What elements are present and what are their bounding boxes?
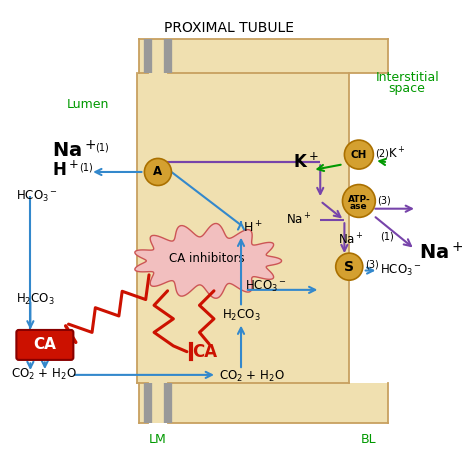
Text: H$_2$CO$_3$: H$_2$CO$_3$: [222, 308, 260, 323]
Text: ATP-: ATP-: [348, 195, 370, 203]
Text: CO$_2$ + H$_2$O: CO$_2$ + H$_2$O: [11, 367, 77, 383]
Text: CO$_2$ + H$_2$O: CO$_2$ + H$_2$O: [219, 369, 284, 384]
Bar: [138, 383, 388, 423]
Text: Na$^+$: Na$^+$: [52, 140, 96, 161]
Text: PROXIMAL TUBULE: PROXIMAL TUBULE: [164, 21, 294, 35]
Text: K$^+$: K$^+$: [293, 153, 319, 172]
Bar: [137, 74, 349, 383]
Circle shape: [336, 253, 363, 280]
Text: HCO$_3$$^-$: HCO$_3$$^-$: [245, 278, 287, 293]
Circle shape: [145, 159, 171, 186]
Text: H$_2$CO$_3$: H$_2$CO$_3$: [16, 292, 55, 307]
Text: CA: CA: [33, 337, 57, 352]
Text: (2): (2): [375, 149, 389, 159]
Text: (3): (3): [365, 260, 378, 270]
Text: H$^+$: H$^+$: [52, 160, 79, 180]
Text: (1): (1): [95, 143, 109, 153]
Text: (1): (1): [380, 232, 394, 242]
Text: space: space: [389, 82, 426, 96]
Text: HCO$_3$$^-$: HCO$_3$$^-$: [380, 263, 422, 278]
Circle shape: [344, 140, 374, 169]
Circle shape: [342, 185, 375, 218]
Text: K$^+$: K$^+$: [388, 146, 406, 161]
Text: (1): (1): [79, 162, 92, 172]
Text: CA inhibitors: CA inhibitors: [170, 252, 245, 266]
Text: A: A: [154, 165, 162, 179]
Text: LM: LM: [149, 433, 167, 446]
Text: HCO$_3$$^-$: HCO$_3$$^-$: [16, 189, 57, 204]
Text: (3): (3): [377, 196, 391, 206]
Polygon shape: [135, 223, 282, 298]
Text: S: S: [344, 260, 354, 274]
Text: Na$^+$: Na$^+$: [338, 232, 363, 247]
Text: H$^+$: H$^+$: [243, 220, 262, 236]
Bar: [138, 39, 388, 74]
Text: Na$^+$: Na$^+$: [419, 243, 463, 264]
Text: Interstitial: Interstitial: [375, 71, 439, 84]
Text: Na$^+$: Na$^+$: [286, 213, 312, 228]
Text: CH: CH: [351, 149, 367, 159]
Text: ase: ase: [350, 202, 368, 211]
FancyBboxPatch shape: [16, 330, 73, 360]
Text: Lumen: Lumen: [67, 98, 109, 111]
Text: BL: BL: [361, 433, 376, 446]
Text: CA: CA: [192, 343, 217, 361]
